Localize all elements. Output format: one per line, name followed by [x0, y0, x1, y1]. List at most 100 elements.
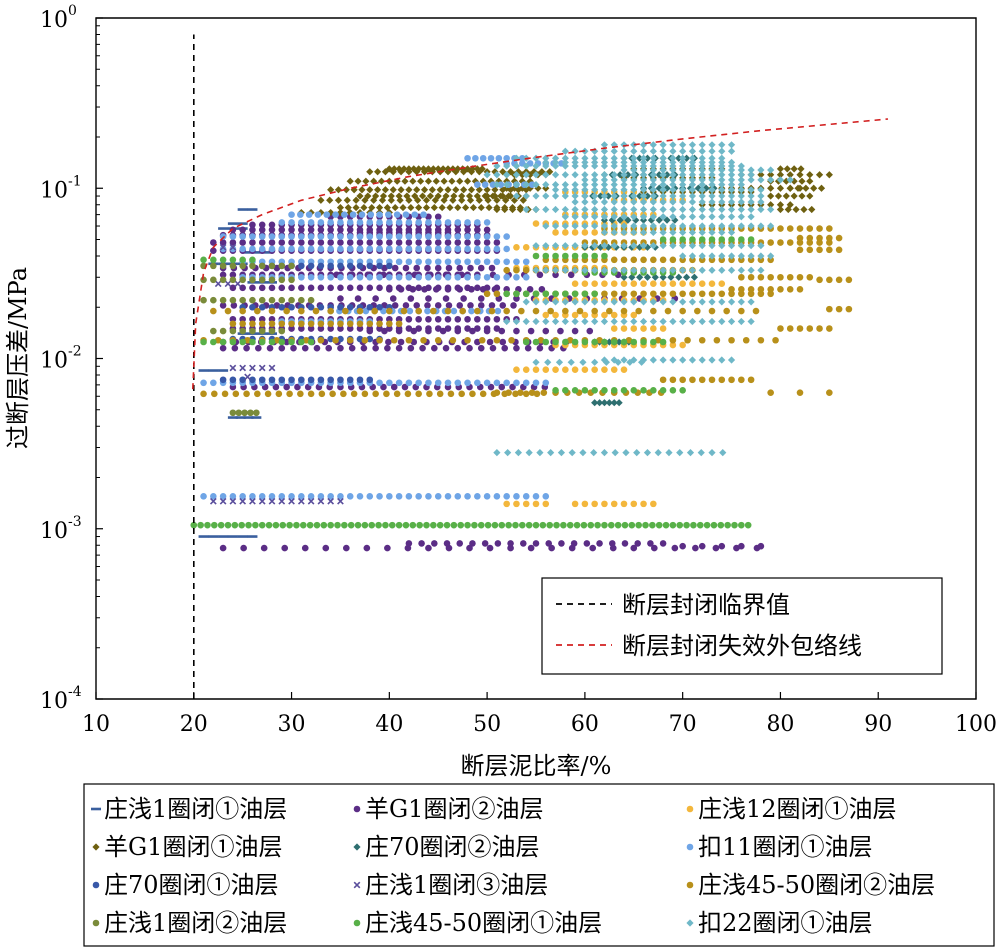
- data-point: [561, 298, 569, 306]
- data-point: [544, 358, 552, 366]
- data-point: [329, 390, 336, 398]
- data-point: [581, 229, 589, 236]
- data-point: [405, 233, 413, 240]
- data-point: [794, 184, 802, 192]
- data-point: [346, 284, 354, 292]
- data-point: [810, 184, 818, 192]
- data-point: [307, 390, 315, 398]
- data-point: [327, 273, 334, 281]
- data-point: [407, 295, 415, 302]
- data-point: [415, 203, 423, 212]
- data-point: [649, 317, 657, 326]
- data-point: [786, 285, 794, 293]
- data-point: [610, 222, 618, 230]
- data-point: [786, 176, 794, 184]
- data-point: [591, 181, 599, 189]
- data-point: [825, 171, 833, 179]
- data-point: [522, 205, 530, 214]
- data-point: [505, 389, 512, 396]
- data-point: [397, 186, 405, 194]
- data-point: [231, 344, 239, 352]
- data-point: [219, 262, 227, 270]
- data-point: [405, 336, 413, 344]
- data-point: [649, 198, 657, 206]
- data-point: [278, 376, 286, 384]
- data-point: [600, 154, 609, 162]
- data-point: [298, 493, 305, 500]
- data-point: [401, 177, 409, 185]
- data-point: [708, 154, 716, 162]
- data-point: [474, 239, 481, 246]
- data-point: [346, 273, 354, 281]
- data-point: [405, 186, 413, 194]
- data-point: [483, 186, 491, 194]
- data-point: [413, 264, 421, 272]
- data-point: [845, 305, 853, 313]
- data-point: [360, 203, 368, 212]
- data-point: [288, 233, 295, 240]
- data-point: [395, 273, 403, 281]
- data-point: [387, 192, 395, 200]
- data-point: [620, 158, 628, 166]
- data-point: [610, 181, 618, 189]
- data-point: [469, 203, 478, 212]
- series-legend-label: 扣11圈闭①油层: [698, 833, 873, 861]
- data-point: [600, 317, 609, 326]
- data-point: [468, 285, 475, 293]
- data-point: [777, 239, 784, 246]
- data-point: [694, 184, 702, 192]
- data-point: [298, 320, 305, 328]
- data-point: [507, 540, 514, 547]
- data-point: [251, 416, 262, 419]
- data-point: [288, 296, 295, 304]
- data-point: [366, 493, 374, 500]
- data-point: [655, 171, 663, 179]
- data-point: [630, 222, 638, 230]
- data-point: [767, 205, 775, 214]
- data-point: [727, 298, 736, 306]
- data-point: [454, 258, 462, 266]
- data-point: [698, 542, 706, 550]
- data-point: [796, 285, 804, 293]
- data-point: [425, 379, 432, 387]
- data-point: [622, 449, 630, 457]
- data-point: [459, 307, 466, 315]
- data-point: [562, 387, 569, 394]
- data-point: [491, 168, 499, 176]
- data-point: [503, 379, 510, 387]
- data-point: [356, 284, 364, 292]
- data-point: [509, 383, 516, 391]
- data-point: [610, 399, 618, 407]
- data-point: [835, 276, 843, 284]
- y-tick-label: 10-4: [40, 684, 82, 714]
- data-point: [555, 358, 564, 366]
- data-point: [341, 521, 348, 529]
- data-point: [568, 449, 576, 457]
- data-point: [474, 315, 481, 323]
- data-point: [483, 290, 491, 298]
- data-point: [698, 290, 706, 298]
- data-point: [767, 201, 775, 209]
- data-point: [786, 325, 794, 332]
- data-point: [777, 285, 784, 293]
- data-point: [473, 192, 481, 200]
- data-point: [383, 203, 391, 212]
- data-point: [454, 327, 462, 335]
- data-point: [385, 211, 392, 218]
- data-point: [547, 307, 554, 315]
- data-point: [630, 311, 638, 319]
- data-point: [600, 266, 609, 274]
- data-point: [237, 222, 248, 225]
- data-point: [239, 307, 246, 315]
- data-point: [323, 211, 331, 218]
- data-point: [317, 245, 325, 253]
- data-point: [747, 252, 755, 260]
- data-point: [796, 234, 804, 242]
- series-legend-swatch: [686, 805, 694, 813]
- data-point: [532, 521, 540, 529]
- data-point: [630, 228, 638, 237]
- data-point: [366, 186, 374, 194]
- data-point: [268, 276, 276, 284]
- data-point: [434, 273, 442, 281]
- data-point: [610, 176, 618, 184]
